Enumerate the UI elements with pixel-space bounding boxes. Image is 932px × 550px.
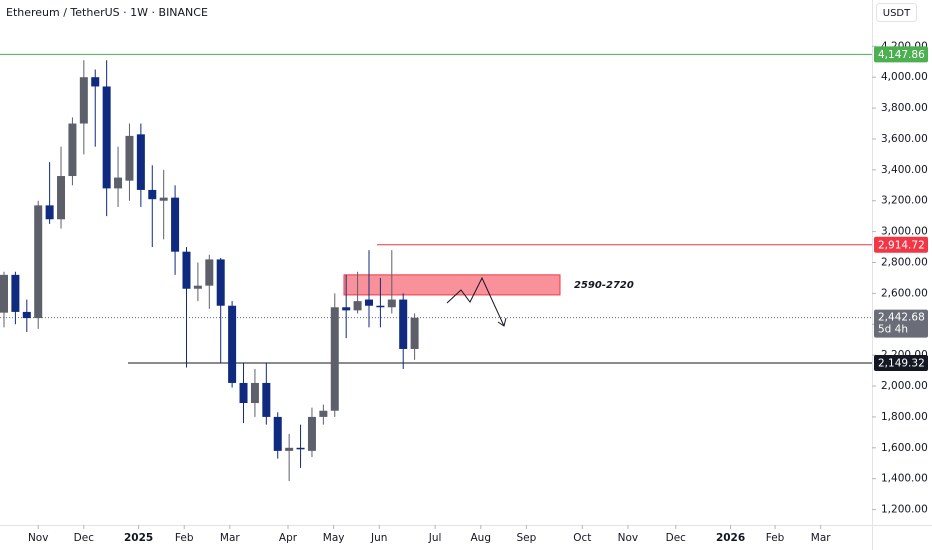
- candle-body: [307, 416, 316, 451]
- y-tick-label: 3,000.00: [881, 226, 928, 238]
- candle-body: [228, 305, 237, 383]
- candle-body: [399, 299, 408, 349]
- candle-body: [11, 274, 20, 312]
- candle-body: [45, 205, 54, 220]
- level-price-label: 2,914.72: [878, 239, 925, 251]
- x-tick-label: Feb: [766, 532, 785, 544]
- y-tick-label: 2,800.00: [881, 257, 928, 269]
- currency-label[interactable]: USDT: [883, 8, 911, 19]
- candle-body: [125, 135, 134, 181]
- candle-body: [342, 307, 351, 311]
- y-tick-label: 1,200.00: [881, 504, 928, 516]
- x-tick-label: Apr: [279, 532, 298, 544]
- candle-body: [193, 285, 202, 289]
- candle-body: [171, 197, 180, 252]
- chart-title: Ethereum / TetherUS · 1W · BINANCE: [6, 6, 208, 19]
- candle-body: [205, 259, 214, 286]
- candle-body: [376, 305, 385, 308]
- supply-zone: [343, 274, 561, 296]
- candle-body: [114, 177, 123, 189]
- level-price-box: [874, 236, 928, 253]
- candle-body: [285, 447, 294, 451]
- candle-body: [250, 382, 259, 404]
- candle-body: [262, 382, 271, 417]
- y-tick-label: 3,200.00: [881, 195, 928, 207]
- x-tick-label: Mar: [220, 532, 240, 544]
- currency-button[interactable]: [876, 3, 917, 22]
- candle-body: [57, 176, 66, 220]
- candle-body: [159, 197, 168, 201]
- last-price-label: 2,442.68: [878, 312, 925, 324]
- x-tick-label: Oct: [573, 532, 591, 544]
- candle-body: [91, 77, 100, 87]
- candle-body: [387, 299, 396, 308]
- candle-body: [239, 382, 248, 404]
- x-tick-label: 2025: [124, 532, 153, 544]
- candle-body: [296, 447, 305, 450]
- countdown: 5d 4h: [878, 324, 908, 336]
- candle-body: [68, 123, 77, 177]
- candle-body: [216, 259, 225, 306]
- x-tick-label: 2026: [716, 532, 745, 544]
- candle-body: [22, 311, 31, 319]
- level-price-box: [874, 354, 928, 371]
- x-tick-label: Mar: [811, 532, 831, 544]
- candle-body: [0, 274, 8, 313]
- y-tick-label: 1,600.00: [881, 442, 928, 454]
- y-tick-label: 2,000.00: [881, 380, 928, 392]
- candle-body: [102, 86, 111, 189]
- x-tick-label: Jun: [370, 532, 387, 544]
- candle-body: [319, 410, 328, 417]
- candle-body: [410, 317, 419, 349]
- candle-body: [79, 77, 88, 124]
- candle-body: [34, 205, 43, 319]
- zone-label: 2590-2720: [574, 280, 634, 291]
- y-tick-label: 1,400.00: [881, 473, 928, 485]
- y-tick-label: 3,800.00: [881, 102, 928, 114]
- candle-body: [136, 134, 145, 190]
- candle-body: [353, 301, 362, 311]
- y-tick-label: 3,600.00: [881, 133, 928, 145]
- x-tick-label: Nov: [28, 532, 49, 544]
- x-tick-label: Feb: [175, 532, 194, 544]
- level-price-label: 2,149.32: [878, 357, 925, 369]
- y-tick-label: 1,800.00: [881, 411, 928, 423]
- x-tick-label: Aug: [471, 532, 492, 544]
- candle-body: [148, 189, 157, 200]
- y-tick-label: 2,600.00: [881, 287, 928, 299]
- last-price-box: [874, 309, 928, 338]
- candle-body: [330, 307, 339, 411]
- y-tick-label: 3,400.00: [881, 164, 928, 176]
- projection-arrow: [446, 276, 507, 327]
- candle-body: [364, 299, 373, 306]
- level-price-box: [874, 46, 928, 63]
- x-tick-label: Jul: [428, 532, 442, 544]
- x-tick-label: Dec: [666, 532, 687, 544]
- candle-body: [182, 251, 191, 289]
- x-tick-label: Dec: [74, 532, 95, 544]
- x-tick-label: Sep: [516, 532, 536, 544]
- x-tick-label: Nov: [618, 532, 639, 544]
- y-tick-label: 4,000.00: [881, 71, 928, 83]
- candle-body: [273, 416, 282, 451]
- x-tick-label: May: [323, 532, 345, 544]
- level-price-label: 4,147.86: [878, 49, 925, 61]
